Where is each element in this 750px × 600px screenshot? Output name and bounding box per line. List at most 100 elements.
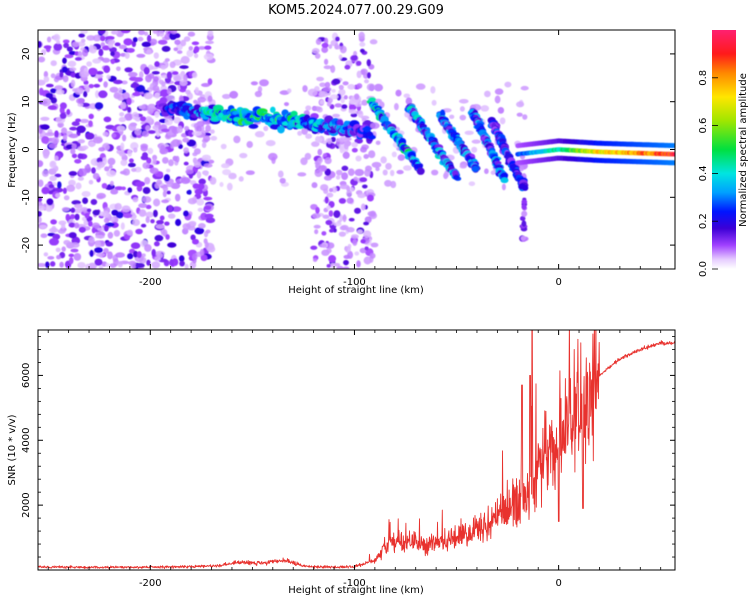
spectral-blob [194, 188, 204, 195]
spectral-blob [355, 155, 362, 162]
spectral-blob [133, 77, 144, 82]
spectral-blob [154, 61, 160, 68]
spectral-blob [329, 228, 335, 233]
spectral-blob [186, 49, 194, 58]
spectral-blob [144, 176, 151, 185]
spectral-blob [117, 87, 123, 95]
spectral-blob [198, 178, 206, 185]
spectral-blob [464, 130, 474, 136]
spectrogram-xlabel: Height of straight line (km) [288, 285, 424, 296]
spectral-blob [56, 40, 61, 45]
x-tick-label: 0 [555, 578, 561, 589]
spectral-blob [326, 205, 331, 211]
spectral-blob [205, 217, 216, 224]
spectral-blob [357, 229, 363, 234]
spectral-blob [300, 157, 308, 166]
spectral-blob [346, 197, 354, 204]
spectral-blob [91, 227, 96, 234]
spectral-blob [74, 57, 83, 61]
spectral-blob [325, 248, 332, 254]
spectral-blob [333, 228, 337, 233]
spectral-blob [430, 86, 436, 94]
spectral-blob [334, 43, 339, 50]
spectral-blob [484, 168, 489, 175]
spectral-blob [108, 164, 113, 169]
figure-title: KOM5.2024.077.00.29.G09 [268, 3, 444, 18]
spectral-blob [70, 242, 80, 248]
spectral-blob [118, 44, 127, 50]
spectral-blob [135, 181, 146, 187]
spectral-blob [193, 46, 200, 53]
spectral-blob [65, 213, 71, 222]
spectral-blob [203, 163, 213, 168]
spectral-blob [84, 165, 92, 174]
spectral-blob [116, 125, 126, 132]
spectral-blob [133, 147, 138, 153]
spectral-blob [84, 212, 90, 219]
spectral-blob [310, 245, 318, 250]
spectral-blob [354, 168, 365, 177]
spectral-blob [183, 147, 190, 154]
spectral-blob [85, 132, 95, 140]
spectral-blob [342, 214, 347, 223]
spectral-blob [164, 33, 171, 40]
spectral-blob [44, 132, 55, 137]
spectral-blob [501, 183, 506, 191]
spectral-blob [315, 206, 320, 214]
spectral-blob [80, 38, 86, 43]
spectral-blob [173, 116, 182, 124]
spectral-blob [133, 250, 138, 258]
spectral-blob [206, 245, 216, 253]
spectral-blob [50, 60, 57, 67]
spectral-blob [50, 219, 57, 225]
spectral-blob [521, 199, 528, 205]
spectral-blob [368, 97, 377, 103]
spectral-blob [384, 179, 392, 187]
spectral-blob [672, 160, 675, 166]
spectral-blob [375, 167, 380, 172]
spectral-blob [304, 152, 312, 160]
spectral-blob [191, 131, 202, 136]
spectral-blob [59, 112, 67, 120]
spectrogram-marks [38, 30, 675, 269]
spectral-blob [43, 151, 49, 159]
spectral-blob [75, 182, 82, 190]
snr-series-line [38, 330, 675, 570]
spectral-blob [96, 192, 107, 199]
spectral-blob [204, 171, 209, 177]
spectral-blob [348, 217, 355, 222]
spectral-blob [471, 139, 481, 144]
spectral-blob [366, 83, 376, 92]
spectral-blob [317, 148, 323, 156]
colorbar-tick-label: 0.8 [698, 70, 709, 86]
spectral-blob [143, 31, 149, 36]
spectral-blob [204, 241, 209, 248]
spectral-blob [179, 65, 189, 69]
spectral-blob [103, 217, 110, 224]
spectral-blob [132, 196, 139, 203]
spectral-blob [347, 84, 356, 90]
spectral-blob [170, 182, 181, 190]
spectral-blob [88, 141, 96, 147]
spectral-blob [325, 219, 333, 226]
spectral-blob [188, 46, 194, 51]
spectral-blob [350, 55, 358, 61]
spectral-blob [38, 56, 46, 63]
spectral-blob [141, 130, 150, 138]
spectral-blob [166, 88, 172, 95]
spectral-blob [188, 129, 195, 138]
spectral-blob [79, 71, 90, 78]
spectral-blob [339, 214, 343, 222]
spectral-blob [152, 209, 158, 218]
spectral-blob [290, 110, 298, 117]
spectral-blob [339, 45, 347, 54]
spectral-blob [77, 176, 84, 181]
spectral-blob [331, 186, 338, 193]
spectral-blob [119, 112, 125, 117]
spectral-blob [431, 99, 437, 106]
spectral-blob [380, 156, 387, 164]
spectral-blob [59, 261, 64, 268]
spectral-blob [201, 154, 212, 162]
spectral-blob [521, 204, 527, 210]
